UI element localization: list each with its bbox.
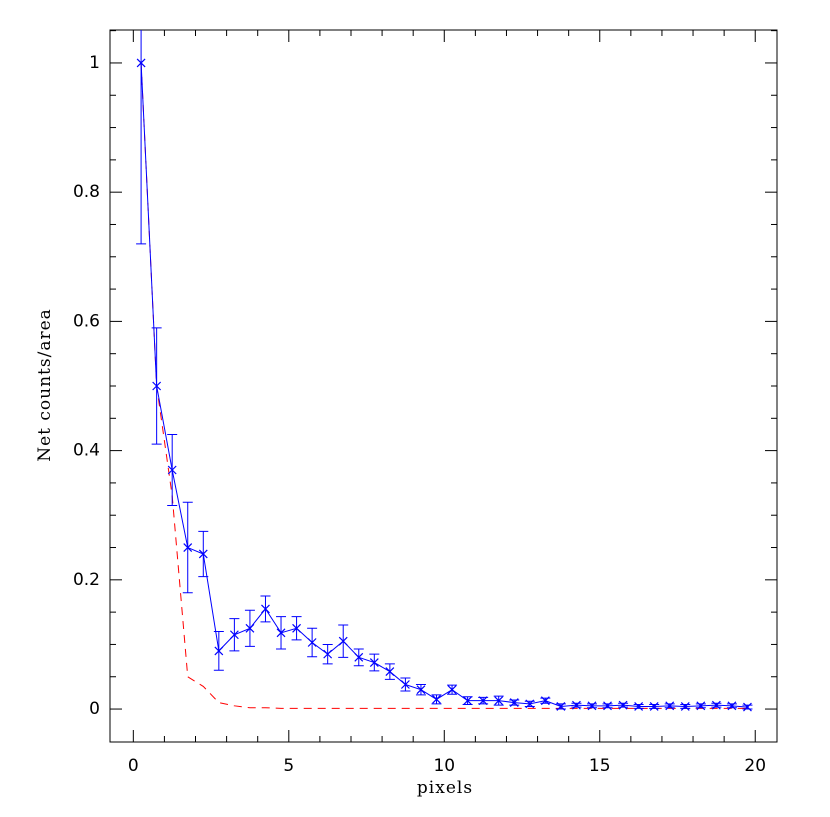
series-line [140, 62, 748, 708]
point-marker [711, 700, 721, 710]
x-tick-label: 15 [589, 756, 611, 776]
point-marker [416, 685, 426, 695]
point-marker [198, 549, 208, 559]
point-marker [572, 700, 581, 710]
point-marker [229, 630, 239, 640]
point-marker [680, 702, 690, 711]
point-marker [634, 702, 644, 711]
point-marker [214, 646, 224, 656]
point-marker [152, 381, 162, 391]
point-marker [136, 58, 146, 68]
point-marker [478, 696, 488, 706]
point-marker [369, 658, 379, 667]
x-tick-label: 0 [128, 756, 139, 776]
point-marker [556, 702, 566, 711]
point-marker [338, 636, 348, 646]
point-marker [665, 701, 675, 711]
point-marker [323, 649, 333, 659]
series-line [140, 62, 748, 709]
point-marker [540, 696, 550, 706]
y-tick-label: 0 [89, 699, 100, 719]
error-bar [136, 30, 147, 245]
point-marker [463, 696, 473, 706]
point-marker [276, 628, 286, 638]
point-marker [525, 699, 535, 709]
point-marker [307, 638, 317, 647]
y-tick-label: 1 [89, 53, 100, 73]
point-marker [432, 694, 441, 704]
point-marker [292, 623, 301, 633]
point-marker [618, 700, 628, 710]
y-axis-label: Net counts/area [35, 308, 55, 462]
point-marker [494, 696, 504, 706]
point-marker [603, 701, 612, 711]
point-marker [167, 465, 177, 475]
y-tick-label: 0.8 [73, 182, 100, 202]
plot-frame [109, 29, 778, 743]
point-marker [447, 685, 457, 695]
x-tick-label: 20 [744, 756, 766, 776]
plot-area [136, 30, 753, 712]
point-marker [385, 667, 395, 676]
x-tick-label: 5 [283, 756, 294, 776]
y-tick-label: 0.2 [73, 570, 100, 590]
point-marker [509, 698, 519, 708]
point-marker [354, 652, 364, 662]
x-axis-label: pixels [417, 778, 473, 798]
point-marker [261, 604, 270, 614]
point-marker [400, 680, 410, 689]
point-marker [696, 701, 706, 711]
point-marker [183, 543, 193, 552]
x-tick-label: 10 [433, 756, 455, 776]
y-tick-label: 0.6 [73, 311, 100, 331]
point-marker [649, 702, 659, 711]
point-marker [727, 701, 737, 711]
y-tick-label: 0.4 [73, 441, 100, 461]
point-marker [245, 623, 255, 633]
point-marker [587, 701, 597, 711]
point-marker [743, 702, 752, 712]
